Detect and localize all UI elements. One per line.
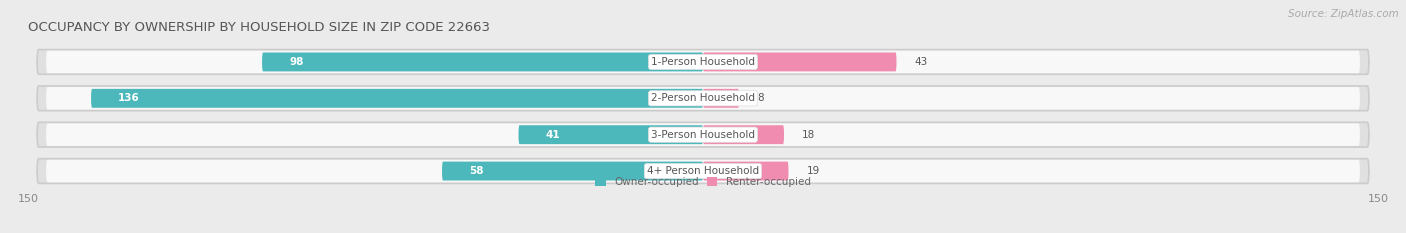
Text: 8: 8 [756, 93, 763, 103]
FancyBboxPatch shape [37, 159, 1369, 183]
Text: 19: 19 [807, 166, 820, 176]
Text: 2-Person Household: 2-Person Household [651, 93, 755, 103]
FancyBboxPatch shape [703, 125, 785, 144]
Text: 18: 18 [801, 130, 815, 140]
FancyBboxPatch shape [703, 162, 789, 181]
Text: Source: ZipAtlas.com: Source: ZipAtlas.com [1288, 9, 1399, 19]
FancyBboxPatch shape [37, 50, 1369, 74]
Text: 1-Person Household: 1-Person Household [651, 57, 755, 67]
FancyBboxPatch shape [46, 87, 1360, 110]
Text: 41: 41 [546, 130, 560, 140]
Text: OCCUPANCY BY OWNERSHIP BY HOUSEHOLD SIZE IN ZIP CODE 22663: OCCUPANCY BY OWNERSHIP BY HOUSEHOLD SIZE… [28, 21, 491, 34]
FancyBboxPatch shape [46, 51, 1360, 73]
FancyBboxPatch shape [46, 160, 1360, 182]
Text: 3-Person Household: 3-Person Household [651, 130, 755, 140]
FancyBboxPatch shape [519, 125, 703, 144]
FancyBboxPatch shape [37, 122, 1369, 147]
FancyBboxPatch shape [46, 123, 1360, 146]
Text: 43: 43 [914, 57, 928, 67]
Text: 4+ Person Household: 4+ Person Household [647, 166, 759, 176]
FancyBboxPatch shape [262, 52, 703, 71]
Text: 98: 98 [290, 57, 304, 67]
Legend: Owner-occupied, Renter-occupied: Owner-occupied, Renter-occupied [595, 177, 811, 187]
FancyBboxPatch shape [37, 86, 1369, 111]
Text: 58: 58 [470, 166, 484, 176]
FancyBboxPatch shape [703, 89, 740, 108]
FancyBboxPatch shape [91, 89, 703, 108]
FancyBboxPatch shape [441, 162, 703, 181]
FancyBboxPatch shape [703, 52, 897, 71]
Text: 136: 136 [118, 93, 139, 103]
